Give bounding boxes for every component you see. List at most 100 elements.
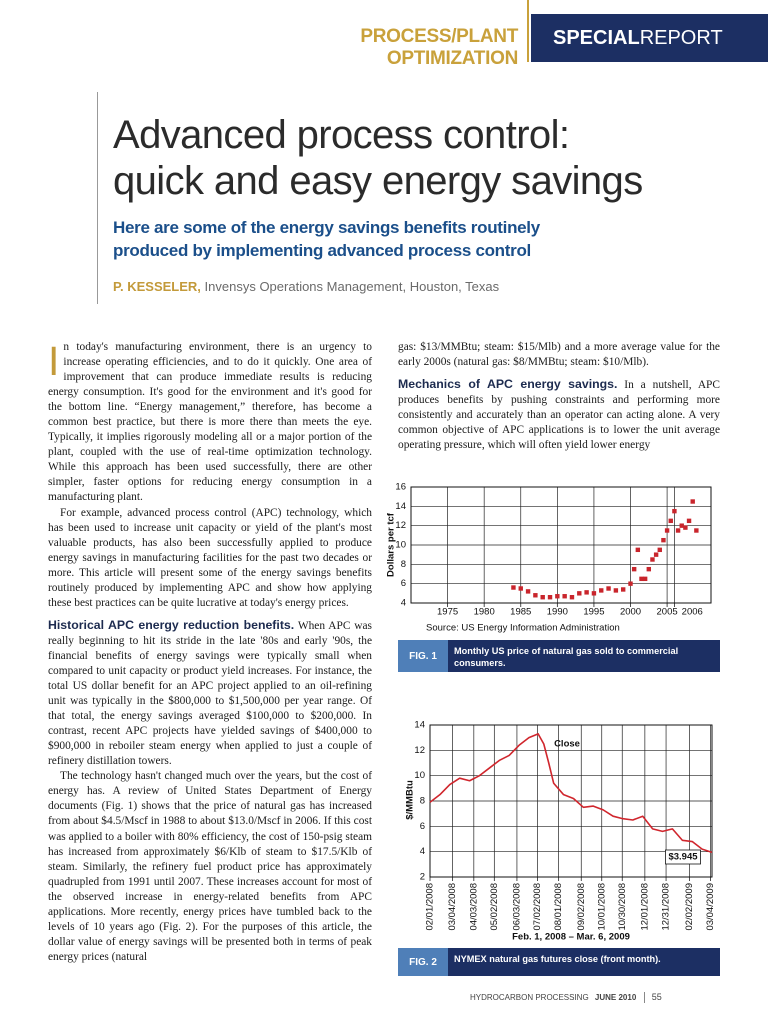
data-point [653,552,659,557]
data-point [628,581,633,586]
header: PROCESS/PLANT OPTIMIZATION SPECIALREPORT [0,0,768,69]
column-right: gas: $13/MMBtu; steam: $15/Mlb) and a mo… [398,340,720,453]
data-point [679,523,684,528]
report-text: REPORT [639,27,723,49]
data-point [540,595,545,600]
author: P. KESSELER, [113,279,201,294]
paragraph-text: gas: $13/MMBtu; steam: $15/Mlb) and a mo… [398,341,720,369]
data-point [620,587,626,592]
data-point [683,525,688,530]
y-axis-label: Dollars per tcf [386,512,397,577]
data-point [533,593,538,598]
figure-caption: FIG. 1 Monthly US price of natural gas s… [398,640,720,672]
section-heading: Mechanics of APC energy savings. [398,377,618,392]
y-tick-label: 6 [420,821,425,832]
data-point [518,586,523,591]
footer: HYDROCARBON PROCESSING JUNE 2010 55 [470,992,768,1004]
x-tick-label: 2000 [620,607,641,618]
x-tick-label: 1990 [547,607,568,618]
data-point [606,586,611,591]
y-tick-label: 8 [420,796,425,807]
data-point [547,595,553,600]
drop-cap: I [48,338,60,384]
data-point [525,589,531,594]
y-tick-label: 6 [401,578,406,589]
x-tick-label: 07/02/2008 [532,883,543,931]
title-line: Advanced process control: [113,113,570,157]
title-line: quick and easy energy savings [113,159,643,203]
y-tick-label: 4 [420,846,425,857]
data-point [668,518,673,524]
paragraph-text: The technology hasn't changed much over … [48,770,372,963]
y-tick-label: 12 [414,745,425,756]
annotation: $3.945 [668,852,698,863]
x-tick-label: 12/01/2008 [639,883,650,931]
data-line [429,733,713,854]
paragraph-text: In a nutshell, APC produces benefits by … [398,379,720,452]
paragraph: Historical APC energy reduction benefits… [48,618,372,769]
x-tick-label: 1995 [583,607,604,618]
plot-frame [410,486,712,604]
paragraph: For example, advanced process control (A… [48,506,372,611]
data-point [577,591,582,596]
annotation-box [665,849,701,865]
report-box: SPECIALREPORT [531,14,768,62]
data-point [631,566,637,572]
y-tick-label: 12 [395,520,406,531]
footer-rule [643,992,645,1004]
data-point [555,594,560,599]
y-tick-label: 10 [395,540,406,551]
x-tick-label: 02/01/2008 [425,883,436,931]
data-point [511,585,516,590]
x-tick-label: 03/04/2009 [705,883,716,931]
y-tick-label: 14 [395,501,406,512]
section-heading: Historical APC energy reduction benefits… [48,617,295,632]
data-point [661,537,666,543]
title-rule [97,92,98,304]
figure-label: FIG. 1 [398,640,448,672]
plot-frame [429,724,713,878]
x-tick-label: 1975 [437,607,458,618]
paragraph-text: For example, advanced process control (A… [48,506,372,609]
data-point [562,594,567,599]
x-axis-label: Feb. 1, 2008 – Mar. 6, 2009 [512,932,630,943]
data-point [664,528,670,533]
data-point [690,499,695,504]
section-title: PROCESS/PLANT OPTIMIZATION [360,26,518,69]
report-bold: SPECIAL [553,27,640,49]
affiliation: Invensys Operations Management, Houston,… [204,279,500,294]
x-tick-label: 02/02/2009 [684,883,695,931]
data-point [675,528,681,533]
data-point [584,590,589,595]
x-tick-label: 09/02/2008 [576,883,587,931]
data-point [686,518,692,524]
paragraph: The technology hasn't changed much over … [48,769,372,965]
issue: JUNE 2010 [594,993,637,1002]
report-label: SPECIALREPORT [553,27,723,50]
y-tick-label: 16 [395,482,406,493]
y-tick-label: 8 [401,559,406,570]
x-tick-label: 1985 [510,607,531,618]
subtitle: Here are some of the energy savings bene… [113,216,540,262]
data-point [672,508,677,514]
paragraph-text: When APC was really beginning to hit its… [48,619,372,768]
data-point [569,595,575,600]
data-point [657,547,662,553]
data-point [613,588,619,593]
caption-text: NYMEX natural gas futures close (front m… [454,954,661,964]
caption-text: Monthly US price of natural gas sold to … [454,646,679,668]
data-point [599,588,604,593]
x-tick-label: 2005 [657,607,678,618]
header-rule [527,0,529,62]
y-tick-label: 2 [420,872,425,883]
y-axis-label: $/MMBtu [405,780,416,820]
page-number: 55 [651,992,662,1002]
x-tick-label: 05/02/2008 [489,883,500,931]
byline: P. KESSELER, Invensys Operations Managem… [113,279,499,294]
paragraph: gas: $13/MMBtu; steam: $15/Mlb) and a mo… [398,340,720,370]
data-point [635,547,641,553]
